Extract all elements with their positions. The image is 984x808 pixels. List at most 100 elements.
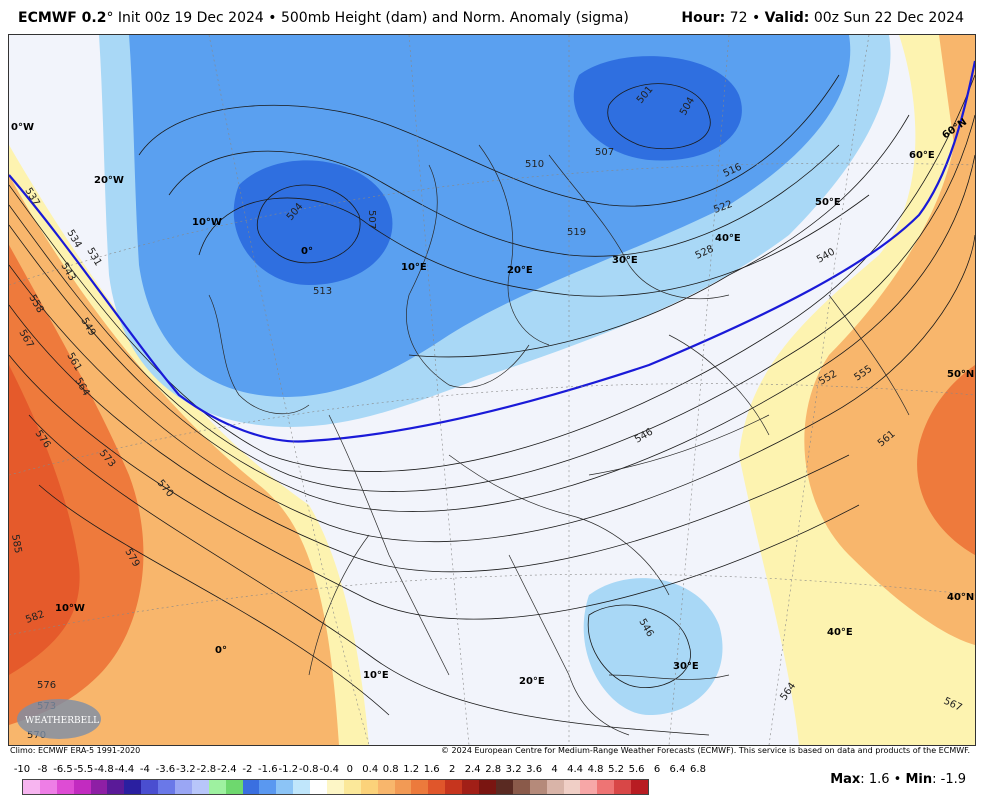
colorbar-swatch [208,780,226,794]
colorbar-label: -3.2 [176,764,196,775]
colorbar-swatch [360,780,378,794]
colorbar-swatch [73,780,91,794]
copyright-note: © 2024 European Centre for Medium-Range … [441,746,970,755]
weatherbell-logo: WEATHERBELL [17,699,101,739]
colorbar-swatch [529,780,547,794]
anomaly-deep-low-2 [573,56,742,161]
header-bullet: • [268,10,277,26]
colorbar-swatch [259,780,277,794]
colorbar-swatch [580,780,598,794]
climo-note: Climo: ECMWF ERA-5 1991-2020 [10,746,141,755]
colorbar-swatch [377,780,395,794]
colorbar-label: -4 [139,764,150,775]
height-contours [9,74,975,736]
colorbar-swatch [175,780,192,794]
lon-label-30e-s: 30°E [673,661,699,672]
colorbar-swatch [327,780,344,794]
model-name: ECMWF 0.2 [18,10,107,26]
lon-label-20e: 20°E [507,265,533,276]
colorbar-swatch [39,780,57,794]
lon-label-50e: 50°E [815,197,841,208]
colorbar-swatch [56,780,74,794]
header-bullet-2: • [751,10,761,26]
colorbar-label: 2.4 [464,764,481,775]
colorbar-swatch [191,780,209,794]
max-label: Max [830,772,861,787]
map-canvas: 0°W 20°W 10°W 0° 10°E 20°E 30°E 40°E 50°… [9,35,975,745]
colorbar-label: 2 [448,764,456,775]
contour-label: 576 [37,680,56,691]
contour-label: 507 [366,210,377,229]
lon-label-0: 0° [301,246,313,257]
colorbar-swatch [411,780,429,794]
colorbar-swatch [124,780,142,794]
colorbar-label: 4.4 [567,764,584,775]
lon-label-60e: 60°E [909,150,935,161]
lon-label-20e-s: 20°E [519,676,545,687]
colorbar-label: 1.6 [423,764,440,775]
colorbar-swatch [614,780,632,794]
colorbar-label: 3.2 [505,764,522,775]
colorbar-label: -5.5 [73,764,94,775]
colorbar-swatch [479,780,496,794]
colorbar-label: 6 [653,764,661,775]
hour-label: Hour [681,10,720,26]
lon-label-10w-s: 10°W [55,603,85,614]
max-value: 1.6 [868,772,890,787]
colorbar-label: -6.5 [53,764,73,775]
colorbar-label: 4.8 [587,764,604,775]
colorbar: -10 -8 -6.5 -5.5 -4.8 -4.4 -4 -3.6 -3.2 -2.8 -2.4-… [10,764,710,804]
colorbar-swatch [563,780,581,794]
lon-label-10w: 10°W [192,217,222,228]
lon-label-30e: 30°E [612,255,638,266]
colorbar-swatch [343,780,361,794]
colorbar-label: 0 [346,764,353,775]
colorbar-label: -10 [13,764,31,775]
colorbar-swatch [310,780,328,794]
lat-label-50n: 50°N [947,369,974,380]
colorbar-label: -3.6 [155,764,176,775]
colorbar-label: 3.6 [526,764,543,775]
lon-label-10e: 10°E [401,262,427,273]
degree-symbol: ° [106,10,114,26]
colorbar-label: 5.2 [608,764,624,775]
maxmin-bullet: • [893,772,902,787]
colorbar-label: 6.8 [690,764,706,775]
lon-label-40e: 40°E [715,233,741,244]
colorbar-swatch [462,780,480,794]
colorbar-swatch [631,780,648,794]
colorbar-swatch [512,780,530,794]
min-label: Min [905,772,933,787]
colorbar-label: -0.8 [299,764,319,775]
colorbar-swatch [293,780,311,794]
valid-label: Valid [764,10,804,26]
lon-label-20w: 20°W [94,175,124,186]
colorbar-label: -4.8 [94,764,114,775]
product-name: 500mb Height (dam) and Norm. Anomaly (si… [280,10,629,26]
colorbar-label: -1.2 [278,764,299,775]
colorbar-swatch [90,780,108,794]
colorbar-label: -2.8 [196,764,217,775]
colorbar-label: 0.4 [362,764,379,775]
contour-label: 510 [525,159,544,170]
coastlines [208,144,910,736]
lon-label-10e-s: 10°E [363,670,389,681]
colorbar-swatch [141,780,159,794]
header-title: ECMWF 0.2° Init 00z 19 Dec 2024 • 500mb … [18,10,629,26]
colorbar-label: 0.8 [382,764,399,775]
colorbar-swatch [394,780,412,794]
forecast-map: 0°W 20°W 10°W 0° 10°E 20°E 30°E 40°E 50°… [8,34,976,746]
colorbar-swatch [23,780,40,794]
colorbar-label: -0.4 [319,764,340,775]
colorbar-label: -2.4 [217,764,237,775]
colorbar-swatch [597,780,615,794]
lon-label-0w: 0°W [11,122,34,133]
anomaly-strong-east [917,365,975,555]
contour-label: 585 [9,534,23,555]
colorbar-label: 4 [551,764,558,775]
contour-540-line [9,60,975,443]
anomaly-med-low [583,578,723,715]
anomaly-very-high-west [9,365,80,675]
header-valid: Hour: 72 • Valid: 00z Sun 22 Dec 2024 [681,10,964,26]
colorbar-label: 5.6 [628,764,645,775]
